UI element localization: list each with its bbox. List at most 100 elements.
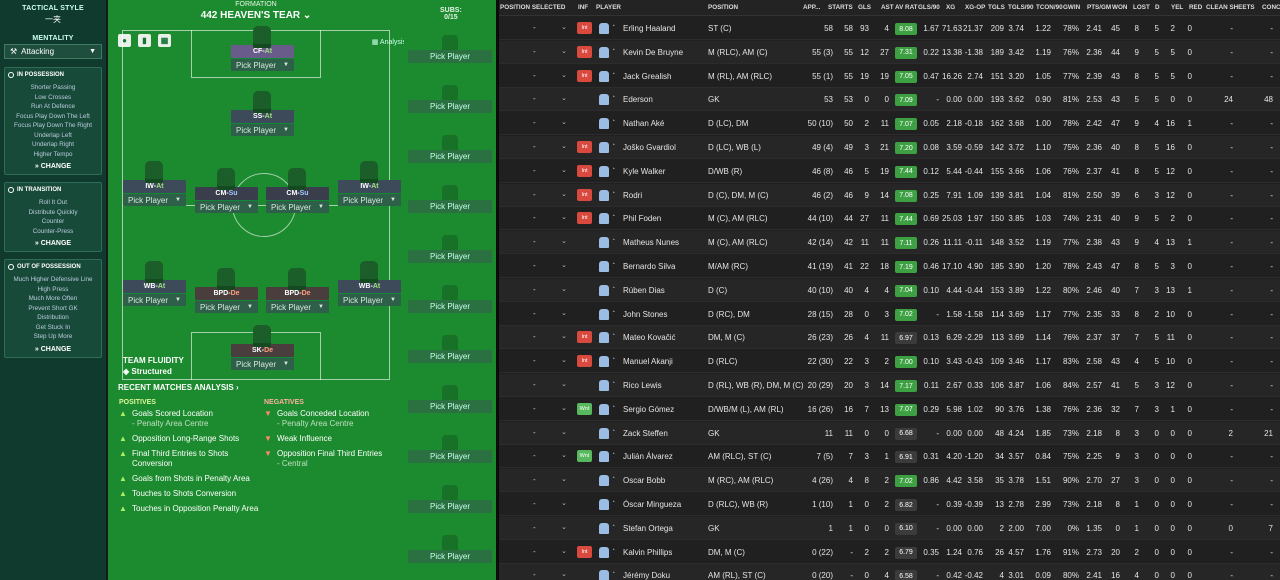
player-name[interactable]: Bernardo Silva <box>623 262 676 271</box>
player-slot[interactable]: WB - At Pick Player ▼ <box>123 261 186 306</box>
sub-pick-player[interactable]: Pick Player <box>408 550 492 563</box>
player-slot[interactable]: IW - At Pick Player ▼ <box>123 161 186 206</box>
player-name[interactable]: Zack Steffen <box>623 428 668 438</box>
position-dropdown-chevron-icon[interactable]: ⌄ <box>561 95 567 103</box>
player-name[interactable]: Matheus Nunes <box>623 238 680 248</box>
position-dropdown-chevron-icon[interactable]: ⌄ <box>561 571 567 579</box>
pick-player-dropdown[interactable]: Pick Player ▼ <box>266 300 329 313</box>
player-slot[interactable]: SS - At Pick Player ▼ <box>231 91 294 136</box>
player-name[interactable]: Oscar Bobb <box>623 476 666 486</box>
column-header[interactable]: AST <box>881 4 894 11</box>
player-name[interactable]: John Stones <box>623 309 668 319</box>
table-row[interactable]: - ⌄ ◔ Nathan Aké D (LC), DM 50 (10) 50 2 11 0.05 2… <box>499 112 1280 136</box>
column-header[interactable]: XG <box>946 4 956 11</box>
table-row[interactable]: - ⌄ Int ◔ Manuel Akanji D (RLC) 22 (30) 22 3 2 0.1… <box>499 350 1280 374</box>
position-dropdown-chevron-icon[interactable]: ⌄ <box>561 214 567 222</box>
sub-pick-player[interactable]: Pick Player <box>408 350 492 363</box>
position-dropdown-chevron-icon[interactable]: ⌄ <box>561 404 567 412</box>
panel-splitter[interactable] <box>496 0 499 580</box>
analysis-toggle[interactable]: ▦ Analysis <box>371 39 406 46</box>
player-slot[interactable]: SK - De Pick Player ▼ <box>231 325 294 370</box>
position-dropdown-chevron-icon[interactable]: ⌄ <box>561 476 567 484</box>
in-transition-change-button[interactable]: » CHANGE <box>34 240 72 247</box>
player-name[interactable]: Kyle Walker <box>623 166 666 176</box>
stats-view-button[interactable]: ▮ <box>138 34 151 47</box>
table-row[interactable]: - ⌄ ◔ Rico Lewis D (RL), WB (R), DM, M (C) 20… <box>499 374 1280 397</box>
player-slot[interactable]: CM - Su Pick Player ▼ <box>266 168 329 213</box>
column-header[interactable]: XG-OP <box>965 4 986 11</box>
table-row[interactable]: - ⌄ ◔ Stefan Ortega GK 1 1 0 0-0.00 0.00 2 2.00 7.00… <box>499 516 1280 540</box>
player-name[interactable]: Kevin De Bruyne <box>623 47 684 57</box>
sub-pick-player[interactable]: Pick Player <box>408 200 492 213</box>
column-header[interactable]: PLAYER <box>596 4 621 11</box>
in-possession-change-button[interactable]: » CHANGE <box>34 163 72 170</box>
column-header[interactable]: WON <box>1112 4 1128 11</box>
sub-pick-player[interactable]: Pick Player <box>408 400 492 413</box>
sub-pick-player[interactable]: Pick Player <box>408 100 492 113</box>
sub-pick-player[interactable]: Pick Player <box>408 450 492 463</box>
position-dropdown-chevron-icon[interactable]: ⌄ <box>561 119 567 127</box>
table-row[interactable]: - ⌄ ◔ Oscar Bobb M (RC), AM (RLC) 4 (26) 4 8 2 0.… <box>499 469 1280 493</box>
column-header[interactable]: APP... <box>803 4 821 11</box>
player-name[interactable]: Jérémy Doku <box>623 571 671 580</box>
player-name[interactable]: Rúben Dias <box>623 285 665 295</box>
formation-dropdown[interactable]: 442 HEAVEN'S TEAR ⌄ <box>108 10 404 21</box>
column-header[interactable]: TGLS <box>988 4 1005 11</box>
column-header[interactable]: TCON/90 <box>1036 4 1063 11</box>
column-header[interactable]: GLS <box>858 4 871 11</box>
pick-player-dropdown[interactable]: Pick Player ▼ <box>231 357 294 370</box>
table-row[interactable]: - ⌄ Wnt ◔ Julián Álvarez AM (RLC), ST (C) 7 (5… <box>499 445 1280 469</box>
player-name[interactable]: Rico Lewis <box>623 381 662 390</box>
pick-player-dropdown[interactable]: Pick Player ▼ <box>231 123 294 136</box>
player-name[interactable]: Joško Gvardiol <box>623 143 676 152</box>
player-slot[interactable]: CM - Su Pick Player ▼ <box>195 168 258 213</box>
pick-player-dropdown[interactable]: Pick Player ▼ <box>123 193 186 206</box>
pitch-view-button[interactable]: ▦ <box>158 34 171 47</box>
player-slot[interactable]: BPD - De Pick Player ▼ <box>266 268 329 313</box>
table-row[interactable]: - ⌄ ◔ Bernardo Silva M/AM (RC) 41 (19) 41 22 18 0… <box>499 255 1280 278</box>
player-name[interactable]: Jack Grealish <box>623 71 672 81</box>
column-header[interactable]: RED <box>1189 4 1203 11</box>
shirt-view-button[interactable]: ● <box>118 34 131 47</box>
player-name[interactable]: Ederson <box>623 95 653 105</box>
column-header[interactable]: POSITION SELECTED <box>500 4 566 11</box>
sub-pick-player[interactable]: Pick Player <box>408 300 492 313</box>
table-row[interactable]: - ⌄ ◔ Zack Steffen GK 11 11 0 0-0.00 0.00 48 4.24 1.… <box>499 421 1280 445</box>
player-name[interactable]: Óscar Mingueza <box>623 500 682 509</box>
table-row[interactable]: - ⌄ ◔ Jérémy Doku AM (RL), ST (C) 0 (20) -0 4-0… <box>499 564 1280 580</box>
recent-matches-analysis-link[interactable]: RECENT MATCHES ANALYSIS › <box>118 383 239 392</box>
column-header[interactable]: POSITION <box>708 4 739 11</box>
column-header[interactable]: YEL <box>1171 4 1184 11</box>
table-row[interactable]: - ⌄ Int ◔ Joško Gvardiol D (LC), WB (L) 49 (4)… <box>499 136 1280 159</box>
table-row[interactable]: - ⌄ ◔ John Stones D (RC), DM 28 (15) 28 0 3-1.58… <box>499 303 1280 326</box>
position-dropdown-chevron-icon[interactable]: ⌄ <box>561 452 567 460</box>
position-dropdown-chevron-icon[interactable]: ⌄ <box>561 547 567 555</box>
column-header[interactable]: AV RAT <box>895 4 918 11</box>
column-header[interactable]: INF <box>578 4 589 11</box>
table-row[interactable]: - ⌄ ◔ Ederson GK 53 53 0 0-0.00 0.00 193 3.62 0.90 81… <box>499 88 1280 112</box>
position-dropdown-chevron-icon[interactable]: ⌄ <box>561 190 567 198</box>
position-dropdown-chevron-icon[interactable]: ⌄ <box>561 143 567 150</box>
pick-player-dropdown[interactable]: Pick Player ▼ <box>338 193 401 206</box>
player-name[interactable]: Phil Foden <box>623 214 662 224</box>
position-dropdown-chevron-icon[interactable]: ⌄ <box>561 309 567 317</box>
column-header[interactable]: D <box>1155 4 1160 11</box>
table-row[interactable]: - ⌄ ◔ Matheus Nunes M (C), AM (RLC) 42 (14) 42… <box>499 231 1280 255</box>
player-name[interactable]: Erling Haaland <box>623 24 676 33</box>
position-dropdown-chevron-icon[interactable]: ⌄ <box>561 71 567 79</box>
position-dropdown-chevron-icon[interactable]: ⌄ <box>561 238 567 246</box>
pick-player-dropdown[interactable]: Pick Player ▼ <box>266 200 329 213</box>
player-name[interactable]: Julián Álvarez <box>623 452 673 462</box>
pick-player-dropdown[interactable]: Pick Player ▼ <box>195 300 258 313</box>
player-slot[interactable]: IW - At Pick Player ▼ <box>338 161 401 206</box>
sub-pick-player[interactable]: Pick Player <box>408 150 492 163</box>
table-row[interactable]: - ⌄ Int ◔ Erling Haaland ST (C) 58 58 93 4 1.67 71.… <box>499 17 1280 40</box>
position-dropdown-chevron-icon[interactable]: ⌄ <box>561 285 567 293</box>
player-slot[interactable]: CF - At Pick Player ▼ <box>231 26 294 71</box>
column-header[interactable]: TGLS/90 <box>1008 4 1034 11</box>
table-row[interactable]: - ⌄ Int ◔ Kevin De Bruyne M (RLC), AM (C) 55 (… <box>499 40 1280 64</box>
table-row[interactable]: - ⌄ Int ◔ Mateo Kovačić DM, M (C) 26 (23) 26 4 11… <box>499 326 1280 350</box>
player-name[interactable]: Mateo Kovačić <box>623 333 676 343</box>
table-row[interactable]: - ⌄ Int ◔ Rodri D (C), DM, M (C) 46 (2) 46 9 14 0.… <box>499 183 1280 207</box>
column-header[interactable]: GWIN <box>1063 4 1081 11</box>
